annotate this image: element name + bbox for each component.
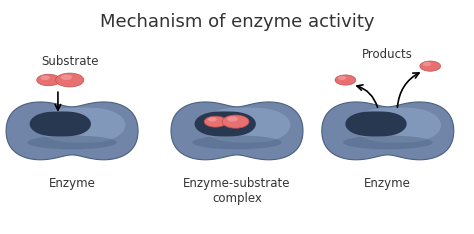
Text: Substrate: Substrate [41, 55, 99, 68]
Text: Enzyme: Enzyme [49, 177, 95, 190]
Polygon shape [346, 111, 407, 136]
Circle shape [40, 75, 50, 80]
Ellipse shape [192, 135, 282, 149]
Text: Products: Products [362, 48, 413, 61]
Polygon shape [195, 111, 256, 136]
Circle shape [338, 76, 346, 80]
Circle shape [55, 73, 84, 87]
Circle shape [420, 61, 440, 71]
Polygon shape [202, 108, 290, 143]
Circle shape [222, 115, 249, 128]
Polygon shape [37, 108, 125, 143]
Polygon shape [171, 102, 303, 160]
Polygon shape [6, 102, 138, 160]
Circle shape [61, 74, 72, 80]
Text: Enzyme-substrate
complex: Enzyme-substrate complex [183, 177, 291, 205]
Circle shape [423, 62, 431, 66]
Circle shape [204, 116, 227, 127]
Polygon shape [30, 111, 91, 136]
Circle shape [208, 117, 217, 122]
Ellipse shape [27, 135, 117, 149]
Circle shape [335, 75, 356, 85]
Text: Mechanism of enzyme activity: Mechanism of enzyme activity [100, 13, 374, 31]
Text: Enzyme: Enzyme [365, 177, 411, 190]
Polygon shape [354, 108, 441, 143]
Circle shape [36, 74, 60, 86]
Polygon shape [322, 102, 454, 160]
Circle shape [227, 116, 238, 122]
Ellipse shape [343, 135, 433, 149]
